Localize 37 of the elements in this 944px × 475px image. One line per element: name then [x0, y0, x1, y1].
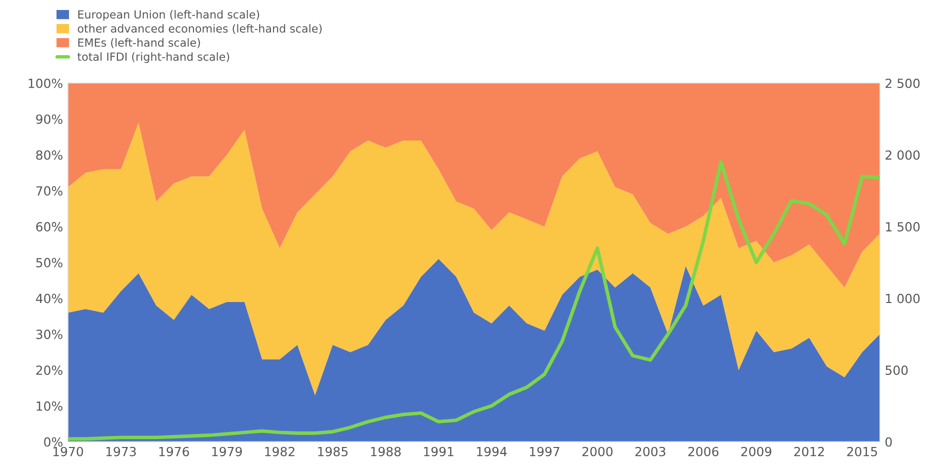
x-tick-label: 2003: [635, 446, 666, 456]
y-tick-label: 100%: [28, 78, 62, 88]
x-tick-label: 2006: [688, 446, 718, 456]
x-tick-label: 2009: [741, 446, 772, 456]
x-tick-label: 2012: [794, 446, 824, 456]
y2-tick-label: 1 000: [886, 294, 920, 304]
y-tick-label: 70%: [36, 186, 62, 196]
legend-label: other advanced economies (left-hand scale): [78, 24, 322, 34]
x-tick-label: 1973: [106, 446, 136, 456]
x-tick-label: 2015: [847, 446, 877, 456]
x-tick-label: 1991: [424, 446, 454, 456]
x-tick-label: 1982: [265, 446, 294, 456]
x-tick-label: 1970: [53, 446, 84, 456]
x-tick-label: 1985: [318, 446, 348, 456]
x-tick-label: 1997: [530, 446, 560, 456]
y2-tick-label: 2 500: [886, 78, 920, 88]
legend-label: European Union (left-hand scale): [78, 10, 260, 21]
y2-tick-label: 2 000: [886, 150, 920, 160]
x-tick-label: 1976: [159, 446, 189, 456]
x-tick-label: 1979: [212, 446, 242, 456]
x-tick-label: 1988: [371, 446, 401, 456]
y-tick-label: 50%: [36, 258, 62, 268]
legend-label: EMEs (left-hand scale): [78, 38, 200, 48]
y2-tick-label: 0: [885, 437, 892, 447]
y-tick-label: 10%: [36, 401, 62, 411]
y-tick-label: 80%: [36, 150, 62, 160]
y-tick-label: 0%: [44, 437, 62, 447]
x-tick-label: 1994: [477, 446, 507, 456]
y-tick-label: 40%: [36, 294, 62, 304]
y-tick-label: 30%: [36, 330, 62, 340]
y-tick-label: 60%: [36, 222, 62, 232]
y2-tick-label: 1 500: [886, 222, 920, 232]
y-tick-label: 20%: [36, 365, 62, 375]
y-tick-label: 90%: [36, 114, 62, 124]
legend-label: total IFDI (right-hand scale): [78, 52, 230, 64]
y2-tick-label: 500: [886, 365, 908, 375]
x-tick-label: 2000: [582, 446, 613, 456]
